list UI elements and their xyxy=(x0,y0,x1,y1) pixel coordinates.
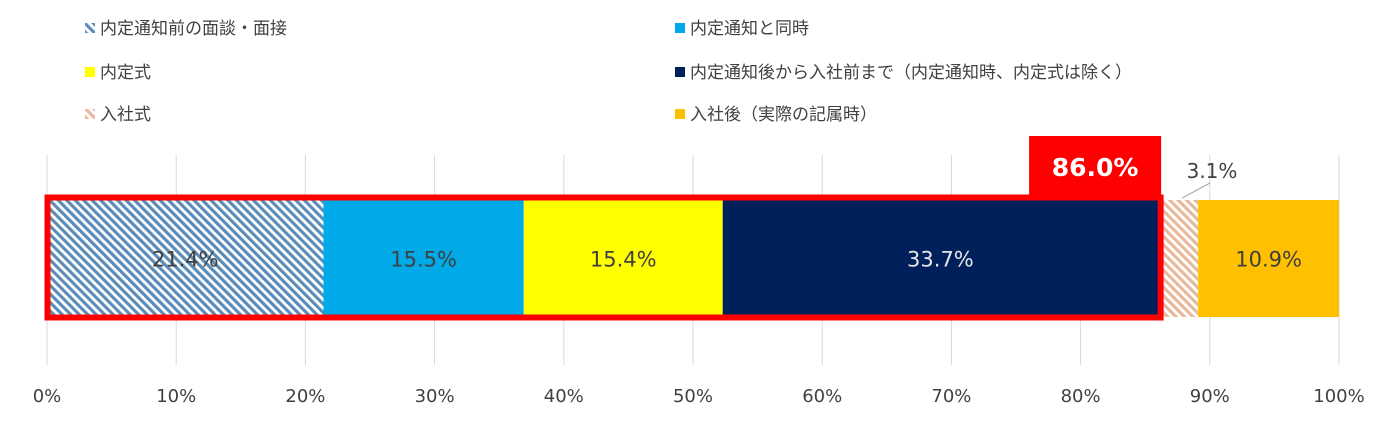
legend-item-5: 入社式 xyxy=(85,105,151,125)
legend-label: 内定通知後から入社前まで（内定通知時、内定式は除く） xyxy=(690,63,1132,83)
data-label-5: 3.1% xyxy=(1187,159,1238,183)
legend-label: 内定通知前の面談・面接 xyxy=(100,19,287,39)
bar-segments xyxy=(47,200,1339,317)
legend-item-1: 内定通知前の面談・面接 xyxy=(85,19,287,39)
data-label-1: 21.4% xyxy=(152,248,219,272)
highlight-value: 86.0% xyxy=(1052,153,1139,182)
bar-segment-5 xyxy=(1158,200,1199,317)
x-axis: 0% 10% 20% 30% 40% 50% 60% 70% 80% 90% 100% xyxy=(33,386,1365,407)
bar-segment-2 xyxy=(323,200,524,317)
bar-segment-6 xyxy=(1198,200,1339,317)
leader-line xyxy=(1181,182,1211,199)
bar-segment-3 xyxy=(523,200,723,317)
x-tick-label: 60% xyxy=(802,386,842,407)
legend-label: 内定通知と同時 xyxy=(690,19,809,39)
data-labels: 21.4% 15.5% 15.4% 33.7% 3.1% 10.9% xyxy=(152,159,1302,272)
legend-swatch xyxy=(675,109,685,119)
highlight-group: 86.0% xyxy=(44,136,1164,321)
legend-label: 内定式 xyxy=(100,63,151,83)
legend-swatch xyxy=(675,67,685,77)
data-label-4: 33.7% xyxy=(907,248,974,272)
bar-segment-4 xyxy=(722,200,1159,317)
legend-item-3: 内定式 xyxy=(85,63,151,83)
legend-item-4: 内定通知後から入社前まで（内定通知時、内定式は除く） xyxy=(675,63,1132,83)
legend-swatch xyxy=(85,67,95,77)
x-tick-label: 0% xyxy=(33,386,62,407)
x-tick-label: 10% xyxy=(156,386,196,407)
x-tick-label: 20% xyxy=(285,386,325,407)
data-label-3: 15.4% xyxy=(590,248,657,272)
bar-segment-1 xyxy=(47,200,324,317)
x-tick-label: 50% xyxy=(673,386,713,407)
legend-item-6: 入社後（実際の記属時） xyxy=(675,105,877,125)
highlight-outline xyxy=(44,194,1164,321)
highlight-badge xyxy=(1029,136,1162,198)
legend-label: 入社式 xyxy=(100,105,151,125)
legend-swatch xyxy=(675,23,685,33)
x-tick-label: 70% xyxy=(931,386,971,407)
x-tick-label: 30% xyxy=(415,386,455,407)
data-label-6: 10.9% xyxy=(1235,248,1302,272)
legend-swatch xyxy=(85,109,95,119)
x-tick-label: 80% xyxy=(1061,386,1101,407)
x-tick-label: 100% xyxy=(1313,386,1364,407)
legend-item-2: 内定通知と同時 xyxy=(675,19,809,39)
x-tick-label: 90% xyxy=(1190,386,1230,407)
legend-swatch xyxy=(85,23,95,33)
x-tick-label: 40% xyxy=(544,386,584,407)
data-label-2: 15.5% xyxy=(390,248,457,272)
legend-label: 入社後（実際の記属時） xyxy=(690,105,877,125)
